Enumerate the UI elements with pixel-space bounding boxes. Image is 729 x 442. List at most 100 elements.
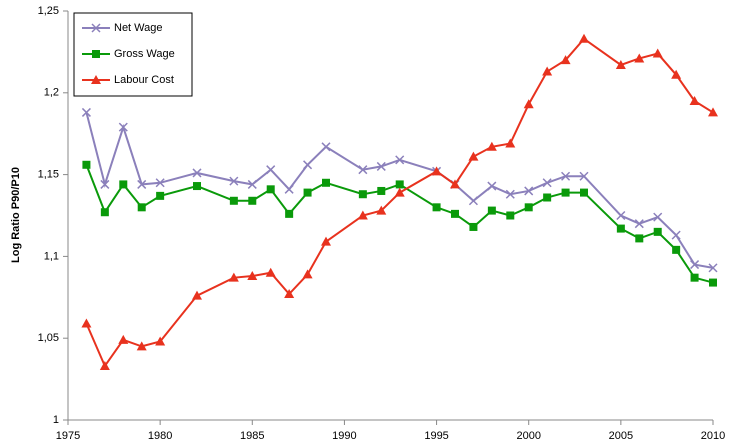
y-tick-label: 1,05 — [38, 332, 59, 344]
x-tick-label: 2010 — [701, 430, 725, 442]
data-point — [634, 219, 644, 229]
x-tick-label: 1980 — [148, 430, 172, 442]
data-point — [561, 171, 571, 181]
data-point — [560, 55, 571, 65]
data-point — [653, 212, 663, 222]
data-point — [709, 278, 717, 287]
data-point — [321, 142, 331, 152]
data-point — [524, 203, 533, 212]
data-point — [395, 180, 404, 189]
data-point — [137, 203, 146, 212]
data-point — [542, 178, 552, 188]
data-point — [580, 188, 588, 197]
data-point — [376, 205, 387, 215]
data-point — [505, 138, 516, 148]
data-point — [505, 189, 515, 199]
data-point — [303, 188, 312, 197]
data-point — [100, 208, 109, 217]
x-tick-label: 2005 — [609, 430, 633, 442]
data-point — [192, 290, 202, 300]
data-point — [118, 334, 129, 344]
series-line — [85, 37, 714, 369]
data-point — [450, 179, 460, 189]
data-point — [468, 196, 478, 206]
data-point — [579, 33, 589, 43]
data-point — [543, 193, 552, 202]
data-point — [229, 196, 238, 205]
data-point — [119, 180, 128, 189]
legend-label: Net Wage — [114, 22, 163, 34]
data-point — [358, 165, 368, 175]
data-point — [616, 224, 625, 233]
data-point — [99, 361, 110, 371]
legend-marker — [92, 50, 100, 58]
data-point — [266, 165, 276, 175]
data-point — [100, 179, 110, 189]
data-point — [395, 155, 405, 165]
data-point — [82, 160, 91, 169]
data-point — [284, 289, 295, 299]
data-point — [561, 188, 570, 197]
data-point — [635, 234, 644, 243]
legend-marker — [91, 75, 101, 84]
data-point — [708, 263, 718, 273]
data-point — [634, 53, 645, 63]
data-point — [322, 178, 330, 187]
x-tick-label: 2000 — [516, 430, 540, 442]
data-point — [468, 151, 479, 161]
data-point — [376, 161, 386, 171]
data-point — [432, 203, 441, 212]
data-point — [155, 178, 165, 188]
data-point — [81, 107, 91, 117]
data-point — [451, 209, 459, 218]
data-point — [137, 179, 147, 189]
data-point — [524, 186, 534, 196]
data-point — [671, 230, 681, 240]
x-tick-label: 1995 — [424, 430, 448, 442]
data-point — [506, 211, 515, 220]
y-tick-label: 1,25 — [38, 5, 59, 17]
y-axis-label: Log Ratio P90/P10 — [10, 167, 22, 263]
x-tick-label: 1975 — [56, 430, 80, 442]
data-point — [229, 176, 239, 186]
data-point — [579, 171, 589, 181]
data-point — [285, 209, 294, 218]
x-tick-label: 1990 — [332, 430, 356, 442]
data-point — [193, 182, 201, 191]
data-point — [248, 196, 257, 205]
legend-label: Gross Wage — [114, 48, 175, 60]
data-point — [542, 66, 553, 76]
data-point — [156, 191, 165, 200]
legend-label: Labour Cost — [114, 74, 174, 86]
data-point — [192, 168, 202, 178]
data-point — [487, 181, 497, 191]
data-point — [321, 236, 331, 246]
data-point — [652, 48, 663, 58]
y-tick-label: 1,1 — [44, 250, 59, 262]
data-point — [358, 190, 367, 199]
data-point — [377, 186, 386, 195]
series-line — [85, 112, 714, 269]
data-point — [357, 210, 368, 220]
data-point — [118, 122, 128, 132]
data-point — [671, 69, 682, 79]
data-point — [672, 245, 681, 254]
data-point — [265, 267, 276, 277]
data-point — [689, 95, 700, 105]
legend-marker — [91, 23, 101, 33]
data-point — [469, 222, 478, 231]
data-point — [653, 227, 662, 236]
y-tick-label: 1,2 — [44, 87, 59, 99]
data-point — [247, 271, 258, 281]
data-point — [616, 210, 626, 221]
y-tick-label: 1,15 — [38, 169, 59, 181]
data-point — [431, 166, 442, 176]
data-point — [690, 273, 699, 282]
data-point — [487, 206, 496, 215]
data-point — [228, 272, 239, 282]
data-point — [303, 160, 313, 170]
data-point — [708, 107, 718, 117]
data-point — [136, 341, 147, 351]
data-point — [523, 99, 534, 109]
